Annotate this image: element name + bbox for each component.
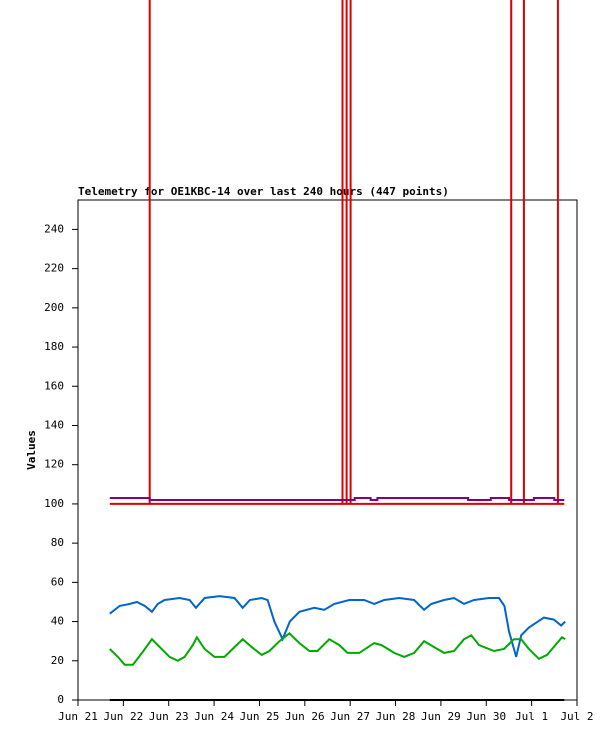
x-tick-label: Jul 1 (515, 710, 548, 723)
x-tick-label: Jun 27 (330, 710, 370, 723)
chart-title: Telemetry for OE1KBC-14 over last 240 ho… (78, 185, 449, 198)
x-tick-label: Jun 30 (466, 710, 506, 723)
x-tick-label: Jun 25 (240, 710, 280, 723)
x-tick-label: Jun 22 (103, 710, 143, 723)
y-tick-label: 220 (44, 262, 64, 275)
series-line (109, 0, 565, 505)
plot-frame (77, 199, 578, 701)
x-tick-label: Jun 29 (421, 710, 461, 723)
y-tick-label: 140 (44, 418, 64, 431)
y-tick-label: 0 (57, 693, 64, 706)
x-tick-label: Jun 21 (58, 710, 98, 723)
y-tick-label: 240 (44, 222, 64, 235)
y-tick-label: 60 (51, 575, 64, 588)
x-tick-label: Jul 2 (560, 710, 593, 723)
y-tick-label: 120 (44, 458, 64, 471)
y-tick-label: 100 (44, 497, 64, 510)
y-tick-label: 180 (44, 340, 64, 353)
y-tick-label: 200 (44, 301, 64, 314)
series-line (109, 497, 565, 501)
y-tick-label: 20 (51, 654, 64, 667)
series-line (109, 631, 566, 666)
x-tick-label: Jun 24 (194, 710, 234, 723)
y-tick-label: 80 (51, 536, 64, 549)
x-tick-label: Jun 26 (285, 710, 325, 723)
y-axis-label: Values (25, 430, 38, 470)
y-tick-label: 160 (44, 379, 64, 392)
x-tick-label: Jun 23 (149, 710, 189, 723)
y-tick-label: 40 (51, 615, 64, 628)
series-line (109, 595, 566, 658)
x-tick-label: Jun 28 (376, 710, 416, 723)
